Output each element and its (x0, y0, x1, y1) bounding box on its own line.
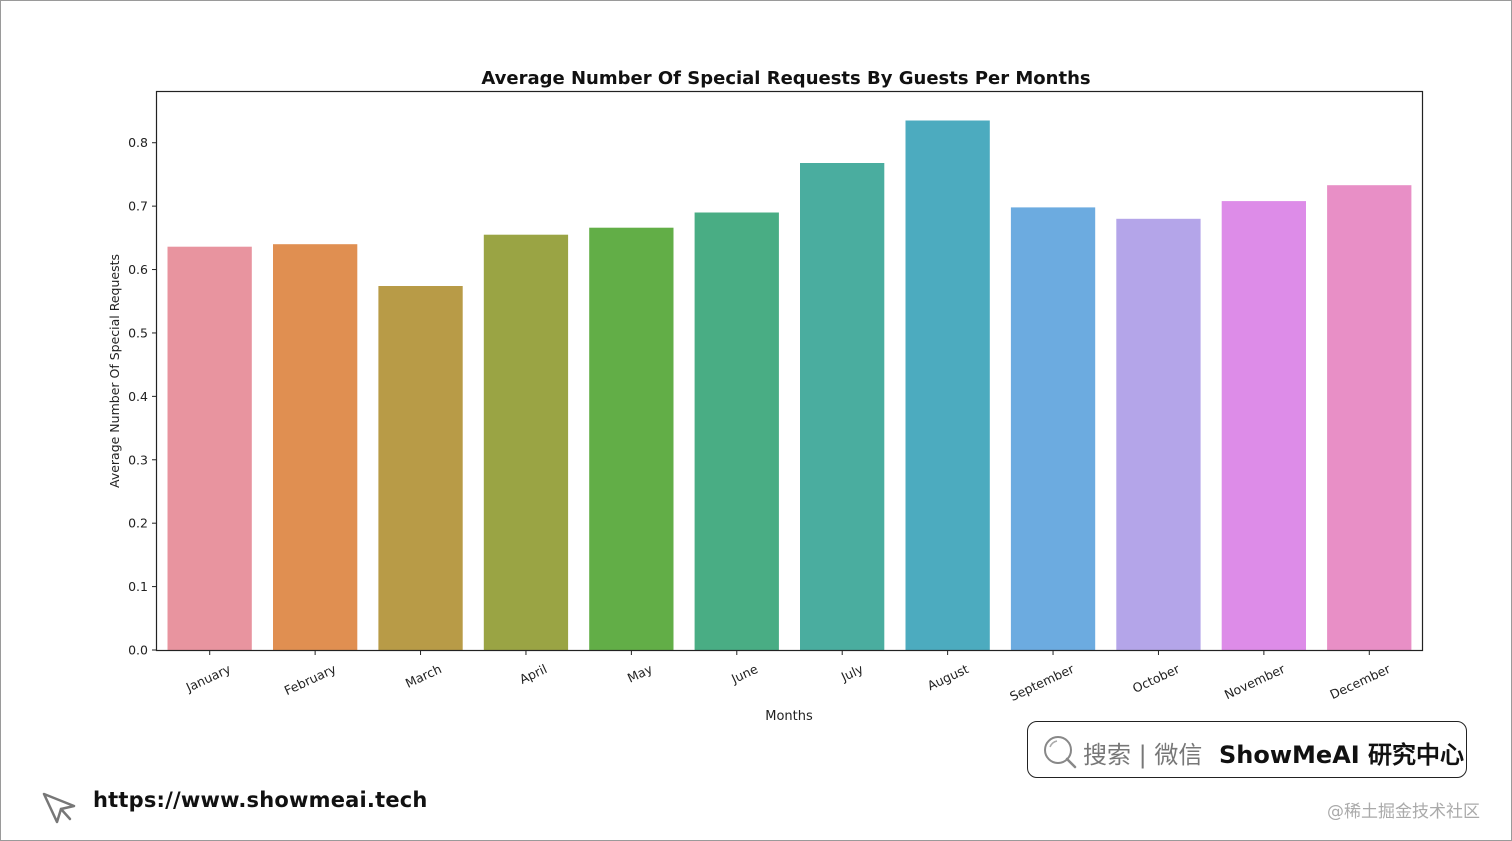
y-tick-label: 0.2 (128, 516, 148, 531)
x-tick-label: April (517, 661, 549, 687)
x-tick-label: July (838, 661, 866, 685)
x-tick-label: December (1327, 661, 1393, 702)
search-icon (1044, 736, 1077, 769)
watermark-text: @稀土掘金技术社区 (1327, 802, 1480, 822)
bar-august (905, 120, 990, 650)
cursor-arrow-icon (42, 792, 76, 824)
x-axis-label: Months (765, 709, 813, 724)
y-tick-label: 0.6 (128, 262, 148, 277)
x-tick-label: September (1007, 661, 1077, 704)
plot-area-frame (155, 90, 1424, 652)
x-tick-label: November (1222, 661, 1288, 702)
x-tick-label: March (403, 661, 444, 691)
y-tick-label: 0.1 (128, 579, 148, 594)
x-axis: January February March April May June July Augu… (183, 650, 1393, 704)
y-tick-label: 0.4 (128, 389, 148, 404)
x-tick-label: May (625, 661, 655, 686)
website-url[interactable]: https://www.showmeai.tech (93, 788, 428, 812)
chart-title: Average Number Of Special Requests By Gu… (481, 68, 1090, 89)
bar-february (273, 244, 358, 650)
bar-september (1010, 207, 1096, 650)
bar-april (483, 234, 569, 650)
bar-january (167, 246, 252, 650)
search-brand-text: ShowMeAI 研究中心 (1219, 741, 1465, 769)
bar-march (378, 286, 463, 650)
x-tick-label: June (728, 661, 760, 687)
wechat-search-box[interactable]: 搜索 | 微信 ShowMeAI 研究中心 (1027, 721, 1467, 778)
bars-layer (167, 120, 1412, 651)
bar-october (1116, 218, 1201, 651)
y-axis: 0.0 0.1 0.2 0.3 0.4 0.5 0.6 0.7 0.8 (128, 135, 157, 658)
y-tick-label: 0.5 (128, 326, 148, 341)
x-tick-label: January (183, 661, 234, 695)
x-tick-label: August (925, 661, 971, 693)
bar-november (1221, 201, 1306, 650)
bar-december (1327, 185, 1412, 650)
y-tick-label: 0.8 (128, 135, 148, 150)
x-tick-label: February (282, 661, 339, 698)
y-axis-label: Average Number Of Special Requests (107, 254, 122, 488)
y-tick-label: 0.3 (128, 452, 148, 467)
y-tick-label: 0.0 (128, 643, 148, 658)
bar-may (589, 227, 674, 650)
x-tick-label: October (1130, 661, 1182, 696)
bar-june (694, 212, 779, 650)
search-prefix-text: 搜索 | 微信 (1083, 741, 1203, 769)
bar-july (800, 163, 885, 650)
y-tick-label: 0.7 (128, 199, 148, 214)
